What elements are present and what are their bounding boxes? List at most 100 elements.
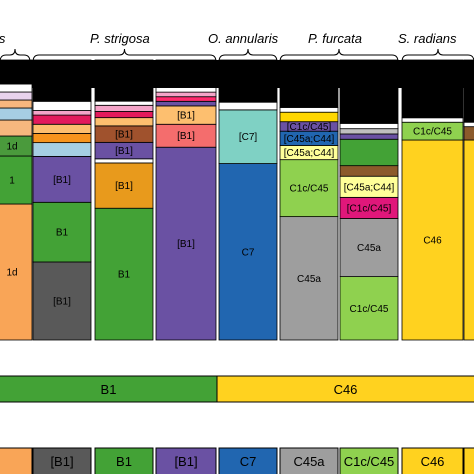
bottom-cell-label: [B1] [174,454,197,469]
bar-segment-label: B1 [56,228,69,239]
species-bracket [218,48,278,63]
bottom-cell [0,447,33,474]
bottom-cell [401,447,464,474]
band-label: C46 [334,382,358,397]
bar-segment-label: [B1] [177,111,195,122]
bar-segment-label: [B1] [115,146,133,157]
band-label: B1 [101,382,117,397]
bar-segment [0,83,33,93]
bottom-cell-label: C1c/C45 [344,454,395,469]
bar-segment-label: [B1] [115,181,133,192]
species-label-4: S. radians [398,31,457,46]
bar-segment [279,107,339,113]
bar-segment-label: [B1] [53,175,71,186]
species-bracket [32,48,217,63]
bar-segment-label: 1d [6,268,17,279]
bar-segment [218,109,278,164]
bottom-cell [32,447,92,474]
bar-segment [401,59,464,119]
species-label-3: P. furcata [308,31,362,46]
bar-segment [155,91,217,98]
bar-segment [463,139,474,341]
bar-segment [94,59,154,102]
bar-segment [0,119,33,137]
bar-segment-label: B1 [118,270,131,281]
bar-segment-label: [C45a;C44] [284,148,335,159]
species-bracket [0,48,31,63]
bar-segment [0,99,33,109]
bar-segment [32,59,92,102]
bottom-row: [B1] B1 [B1] C7 C45a C1c/C45 C46 [0,447,474,474]
bar-segment-label: [C1c/C45] [347,203,392,214]
bar-segment [279,111,339,123]
bar-segment [463,126,474,141]
bar-segment [94,104,154,112]
bottom-cell-label: [B1] [50,454,73,469]
bar-segment-label: [C45a;C44] [284,134,335,145]
bar-segment [155,87,217,93]
bar-segment [279,59,339,108]
stacked-bars: 1d 1 1d [B1] B1 [B1] B1 [B1] [B1] [B1] [B1] [B1] [B1… [0,59,474,341]
bar-segment [32,142,92,157]
species-label-1: P. strigosa [90,31,150,46]
bar-segment [32,100,92,111]
bar-segment [32,261,92,341]
bar-segment-label: 1 [9,176,15,187]
bar-segment-label: [B1] [53,296,71,307]
bar-segment [32,110,92,116]
bar-segment [339,128,399,135]
bar-segment-label: C1c/C45 [350,304,389,315]
bar-segment-label: C7 [242,247,255,258]
bar-segment [0,59,33,85]
bar-segment [32,114,92,125]
bar-segment [155,96,217,102]
bottom-cell [155,447,217,474]
bar-segment [94,207,154,341]
bar-segment [155,59,217,88]
bottom-cell-label: B1 [116,454,132,469]
bar-segment-label: [B1] [177,131,195,142]
bar-segment [0,91,33,101]
species-labels: is P. strigosa O. annularis P. furcata S… [0,31,457,46]
bar-segment [339,218,399,278]
bar-segment-label: C46 [423,236,442,247]
species-bracket [401,48,474,63]
bar-segment [339,59,399,124]
bar-segment [463,121,474,128]
bar-segment [218,101,278,111]
bar-segment-label: C1c/C45 [290,184,329,195]
bar-segment-label: [B1] [177,239,195,250]
bottom-cell [279,447,339,474]
bar-segment [155,100,217,107]
bottom-cell-label: C45a [293,454,325,469]
bar-segment [94,111,154,119]
bar-segment-label: C45a [297,274,321,285]
bar-segment [339,138,399,167]
bottom-cell [218,447,278,474]
bar-segment [32,155,92,203]
bar-segment [401,139,464,341]
bar-segment [463,59,474,123]
bar-segment [94,100,154,106]
species-label-0: is [0,31,6,46]
species-label-2: O. annularis [208,31,279,46]
species-brackets [0,48,474,63]
bar-segment [218,163,278,341]
bottom-cell [463,447,474,474]
bar-segment [218,59,278,103]
bar-segment [0,107,33,121]
bar-segment-label: 1d [6,142,17,153]
bar-segment-label: C1c/C45 [413,127,452,138]
bar-segment-label: [C45a;C44] [344,182,395,193]
bar-segment [279,159,339,218]
bar-segment-label: C45a [357,243,381,254]
bar-segment-label: [C7] [239,132,258,143]
species-bracket [279,48,399,63]
bar-segment [401,117,464,123]
bottom-cell [339,447,399,474]
bar-segment [155,146,217,341]
bar-segment [32,133,92,144]
bar-segment [32,123,92,134]
bar-segment [94,158,154,164]
